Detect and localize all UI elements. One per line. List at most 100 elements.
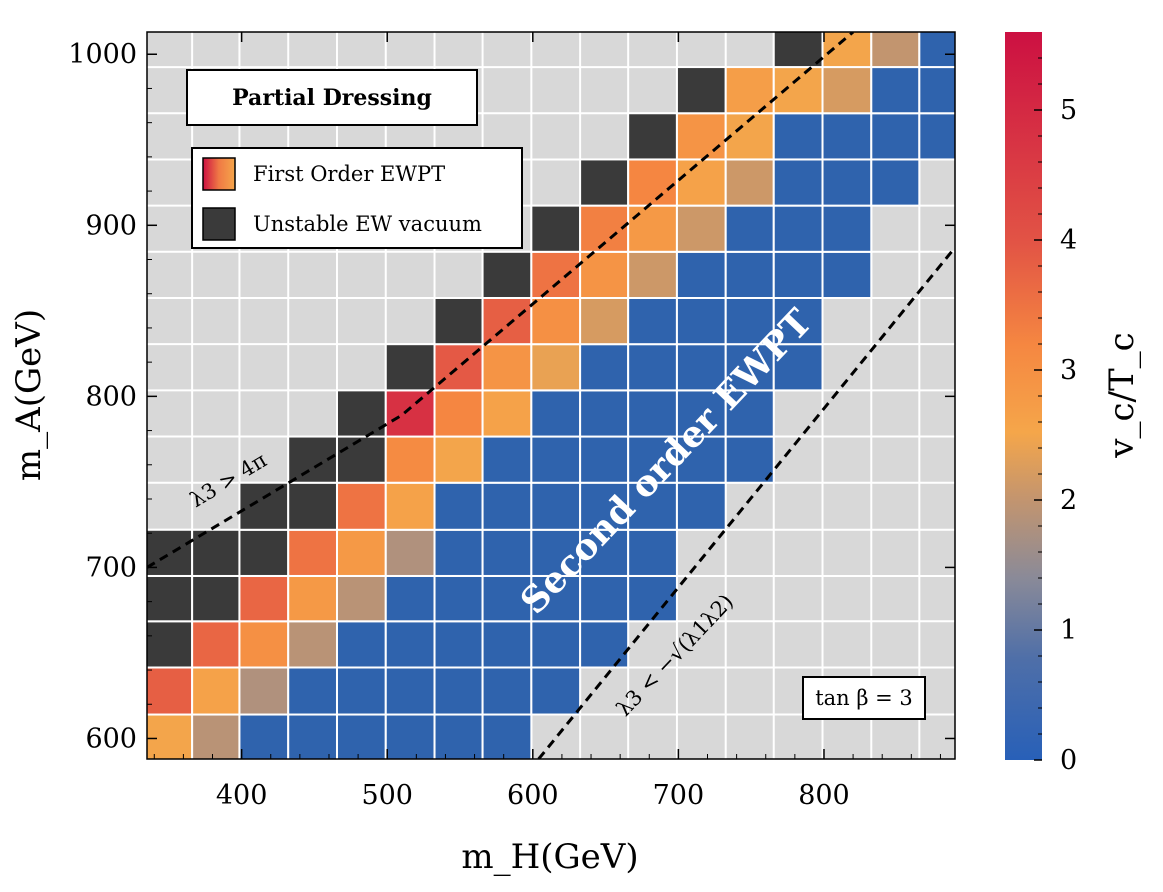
heatmap-cell [384, 481, 436, 531]
heatmap-cell [481, 343, 533, 392]
heatmap-cell [579, 343, 630, 392]
heatmap-cell [579, 435, 630, 484]
heatmap-cell [238, 620, 290, 669]
legend-box [191, 147, 523, 249]
heatmap-cell [724, 389, 775, 438]
tan-beta-box: tan β = 3 [802, 676, 926, 720]
heatmap-cell [384, 389, 436, 438]
heatmap-cell [675, 66, 727, 115]
heatmap-cell [238, 574, 290, 623]
heatmap-cell [724, 158, 775, 207]
heatmap-cell [724, 250, 775, 299]
heatmap-cell [675, 112, 727, 161]
heatmap-cell [433, 574, 484, 623]
heatmap-cell [238, 481, 290, 531]
heatmap-cell [481, 528, 533, 577]
heatmap-cell [821, 32, 873, 69]
y-tick-label: 900 [85, 210, 137, 241]
heatmap-cell [384, 574, 436, 623]
heatmap-cell [481, 620, 533, 669]
heatmap-cell [821, 112, 873, 161]
title-box: Partial Dressing [186, 69, 478, 126]
heatmap-cell [530, 481, 582, 531]
heatmap-cell [147, 666, 194, 716]
colorbar-gradient [1005, 32, 1042, 760]
heatmap-cell [433, 296, 484, 346]
heatmap-cell [675, 343, 727, 392]
heatmap-cell [579, 250, 630, 299]
heatmap-cell [530, 343, 582, 392]
heatmap-cell [335, 481, 387, 531]
heatmap-cell [772, 66, 824, 115]
heatmap-cell [579, 481, 630, 531]
x-tick-label: 800 [798, 780, 850, 811]
heatmap-cell [191, 666, 241, 716]
heatmap-cell [675, 250, 727, 299]
boundary-lines [147, 32, 955, 759]
legend-swatch-unstable [202, 207, 236, 241]
heatmap-cell [481, 666, 533, 716]
heatmap-cell [530, 435, 582, 484]
heatmap-cell [433, 666, 484, 716]
heatmap-cell [772, 32, 824, 69]
heatmap-cell [772, 204, 824, 253]
heatmap-cell [287, 574, 338, 623]
heatmap-cell [384, 528, 436, 577]
colorbar-tick-label: 2 [1060, 485, 1077, 516]
heatmap-cell [724, 204, 775, 253]
heatmap-cell [147, 528, 194, 577]
colorbar-tick-label: 0 [1060, 745, 1077, 776]
heatmap-cell [724, 296, 775, 346]
heatmap-cell [870, 158, 921, 207]
heatmap-cell [627, 158, 678, 207]
heatmap-cell [287, 666, 338, 716]
heatmap-cell [627, 112, 678, 161]
heatmap-cell [675, 296, 727, 346]
heatmap-cell [772, 158, 824, 207]
title-box-frame [186, 69, 478, 126]
x-tick-label: 600 [507, 780, 559, 811]
heatmap-cell [335, 713, 387, 759]
heatmap-cell [335, 574, 387, 623]
heatmap-cell [579, 574, 630, 623]
colorbar-ticks: 0 1 2 3 4 5 [1034, 57, 1077, 776]
heatmap-cell [481, 574, 533, 623]
heatmap-cell [191, 620, 241, 669]
heatmap-cell [335, 620, 387, 669]
heatmap-cell [870, 112, 921, 161]
heatmap-cell [627, 574, 678, 623]
heatmap-cell [287, 620, 338, 669]
heatmap-cell [481, 296, 533, 346]
x-axis-label: m_H(GeV) [461, 837, 638, 877]
y-tick-label: 600 [85, 723, 137, 754]
heatmap-cell [627, 250, 678, 299]
heatmap-cell [433, 389, 484, 438]
heatmap-cells [147, 32, 955, 759]
heatmap-cell [433, 528, 484, 577]
heatmap-cell [530, 389, 582, 438]
heatmap-cell [627, 204, 678, 253]
y-tick-label: 800 [85, 381, 137, 412]
heatmap-cell [481, 389, 533, 438]
heatmap-cell [724, 435, 775, 484]
boundary-line-lower [537, 246, 955, 759]
heatmap-cell [772, 343, 824, 392]
heatmap-cell [335, 435, 387, 484]
y-tick-label: 700 [85, 552, 137, 583]
title-box-text: Partial Dressing [232, 85, 432, 111]
heatmap-cell [287, 528, 338, 577]
y-axis-label: m_A(GeV) [9, 309, 49, 481]
heatmap-cell [675, 204, 727, 253]
heatmap-cell [481, 435, 533, 484]
colorbar-tick-label: 4 [1060, 225, 1077, 256]
heatmap-cell [238, 666, 290, 716]
y-tick-label: 1000 [68, 39, 137, 70]
x-tick-label: 700 [653, 780, 705, 811]
heatmap-cell [384, 435, 436, 484]
heatmap-cell [481, 713, 533, 759]
heatmap-cell [335, 666, 387, 716]
tan-beta-frame [802, 676, 926, 720]
colorbar-tick-label: 1 [1060, 615, 1077, 646]
colorbar-tick-label: 5 [1060, 95, 1077, 126]
